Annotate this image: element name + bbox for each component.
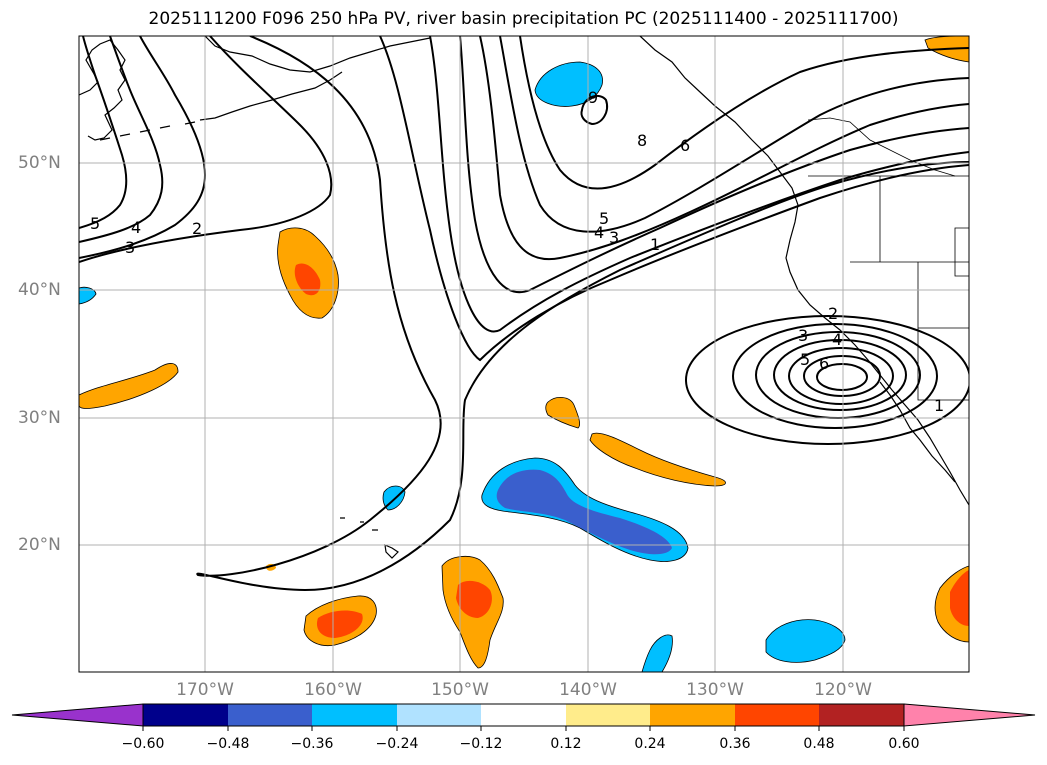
colorbar-tick-label: 0.48 bbox=[803, 736, 835, 752]
colorbar-segment bbox=[228, 704, 312, 726]
aleutian-islands bbox=[99, 121, 196, 141]
asia-coastline bbox=[79, 39, 126, 141]
precip-blob bbox=[589, 432, 726, 487]
pv-contour-1 bbox=[196, 36, 969, 592]
contour-label: 5 bbox=[800, 350, 810, 369]
colorbar-outline bbox=[142, 703, 905, 727]
colorbar-segment bbox=[735, 704, 819, 726]
lon-label: 140°W bbox=[559, 680, 617, 700]
pv-contours bbox=[79, 36, 969, 592]
precip-negative-areas bbox=[79, 61, 846, 672]
colorbar-tick-label: −0.12 bbox=[459, 736, 503, 752]
colorbar-tick-label: −0.24 bbox=[375, 736, 419, 752]
lon-label: 160°W bbox=[304, 680, 362, 700]
pv-cutoff-ring-7 bbox=[816, 363, 868, 391]
lat-label: 40°N bbox=[18, 280, 61, 300]
lon-label: 130°W bbox=[686, 680, 744, 700]
colorbar-tick-label: 0.36 bbox=[719, 736, 751, 752]
contour-label: 4 bbox=[131, 218, 141, 237]
precip-blob bbox=[456, 580, 492, 618]
pv-contour-6 bbox=[499, 36, 969, 233]
contour-label: 1 bbox=[650, 235, 660, 254]
pv-cutoff-ring-4 bbox=[773, 339, 907, 411]
pv-cutoff-ring-5 bbox=[788, 347, 894, 405]
pv-contour-5 bbox=[479, 36, 969, 261]
contour-label: 2 bbox=[828, 304, 838, 323]
lat-label: 20°N bbox=[18, 535, 61, 555]
precip-blob bbox=[496, 469, 672, 555]
alaska-peninsula-coastline bbox=[199, 71, 343, 121]
contour-label: 6 bbox=[680, 136, 690, 155]
precip-positive-areas bbox=[79, 36, 969, 669]
lat-label: 50°N bbox=[18, 153, 61, 173]
contour-label: 6 bbox=[819, 354, 829, 373]
pv-contour-9 bbox=[580, 94, 608, 126]
hawaii-islands bbox=[340, 517, 399, 559]
pv-cutoff-ring-1 bbox=[685, 315, 969, 445]
pv-contour-4-west bbox=[79, 36, 164, 243]
colorbar-over-extend bbox=[903, 703, 1036, 727]
precip-blob bbox=[79, 363, 179, 409]
colorbar-segment bbox=[566, 704, 650, 726]
pv-contour-2 bbox=[379, 36, 969, 362]
precip-blob bbox=[316, 610, 363, 638]
lon-label: 120°W bbox=[814, 680, 872, 700]
contour-label: 5 bbox=[599, 209, 609, 228]
precip-blob bbox=[294, 263, 321, 296]
pv-contour-8 bbox=[519, 36, 969, 190]
precip-blob bbox=[641, 634, 673, 672]
precip-blob bbox=[950, 570, 969, 626]
lon-label: 170°W bbox=[176, 680, 234, 700]
precip-blob bbox=[545, 397, 581, 429]
pv-cutoff-ring-2 bbox=[732, 323, 938, 429]
pv-contour-5-west bbox=[79, 36, 128, 229]
map-plot-area: 5 4 3 2 9 8 6 5 4 3 1 2 3 4 5 6 1 bbox=[79, 36, 969, 672]
colorbar-tick-label: −0.36 bbox=[290, 736, 334, 752]
contour-label: 3 bbox=[798, 326, 808, 345]
pv-contour-2-west bbox=[79, 36, 333, 263]
contour-label: 2 bbox=[192, 219, 202, 238]
contour-label: 3 bbox=[125, 238, 135, 257]
precip-blob bbox=[79, 286, 97, 305]
colorbar-under-extend bbox=[11, 703, 144, 727]
precip-blob bbox=[765, 619, 846, 663]
pv-cutoff-ring-6 bbox=[803, 355, 881, 397]
contour-label: 5 bbox=[90, 214, 100, 233]
colorbar-tick-label: 0.12 bbox=[550, 736, 582, 752]
contour-label: 4 bbox=[832, 330, 842, 349]
colorbar-segment bbox=[481, 704, 566, 726]
contour-label: 1 bbox=[934, 396, 944, 415]
colorbar-segment bbox=[650, 704, 735, 726]
contour-label: 4 bbox=[594, 223, 604, 242]
canada-border-region bbox=[807, 117, 956, 177]
map-title: 2025111200 F096 250 hPa PV, river basin … bbox=[148, 9, 899, 29]
graticule bbox=[79, 36, 969, 672]
map-frame bbox=[78, 35, 970, 673]
lat-label: 30°N bbox=[18, 408, 61, 428]
contour-label: 9 bbox=[588, 88, 598, 107]
colorbar-tick-label: 0.24 bbox=[634, 736, 666, 752]
contour-label: 8 bbox=[637, 131, 647, 150]
colorbar bbox=[11, 703, 1036, 731]
pv-contour-3 bbox=[429, 36, 969, 333]
colorbar-segment bbox=[819, 704, 904, 726]
state-borders bbox=[808, 175, 969, 401]
colorbar-tick-label: −0.48 bbox=[206, 736, 250, 752]
pv-contour-4 bbox=[459, 36, 969, 294]
colorbar-segment bbox=[143, 704, 228, 726]
alaska-coastline bbox=[204, 36, 431, 73]
colorbar-tick-label: −0.60 bbox=[121, 736, 165, 752]
colorbar-segment bbox=[312, 704, 397, 726]
colorbar-tick-label: 0.60 bbox=[888, 736, 920, 752]
pv-contour-labels: 5 4 3 2 9 8 6 5 4 3 1 2 3 4 5 6 1 bbox=[90, 88, 944, 415]
contour-label: 3 bbox=[609, 228, 619, 247]
lon-label: 150°W bbox=[431, 680, 489, 700]
precip-blob bbox=[534, 61, 603, 107]
colorbar-segment bbox=[397, 704, 481, 726]
